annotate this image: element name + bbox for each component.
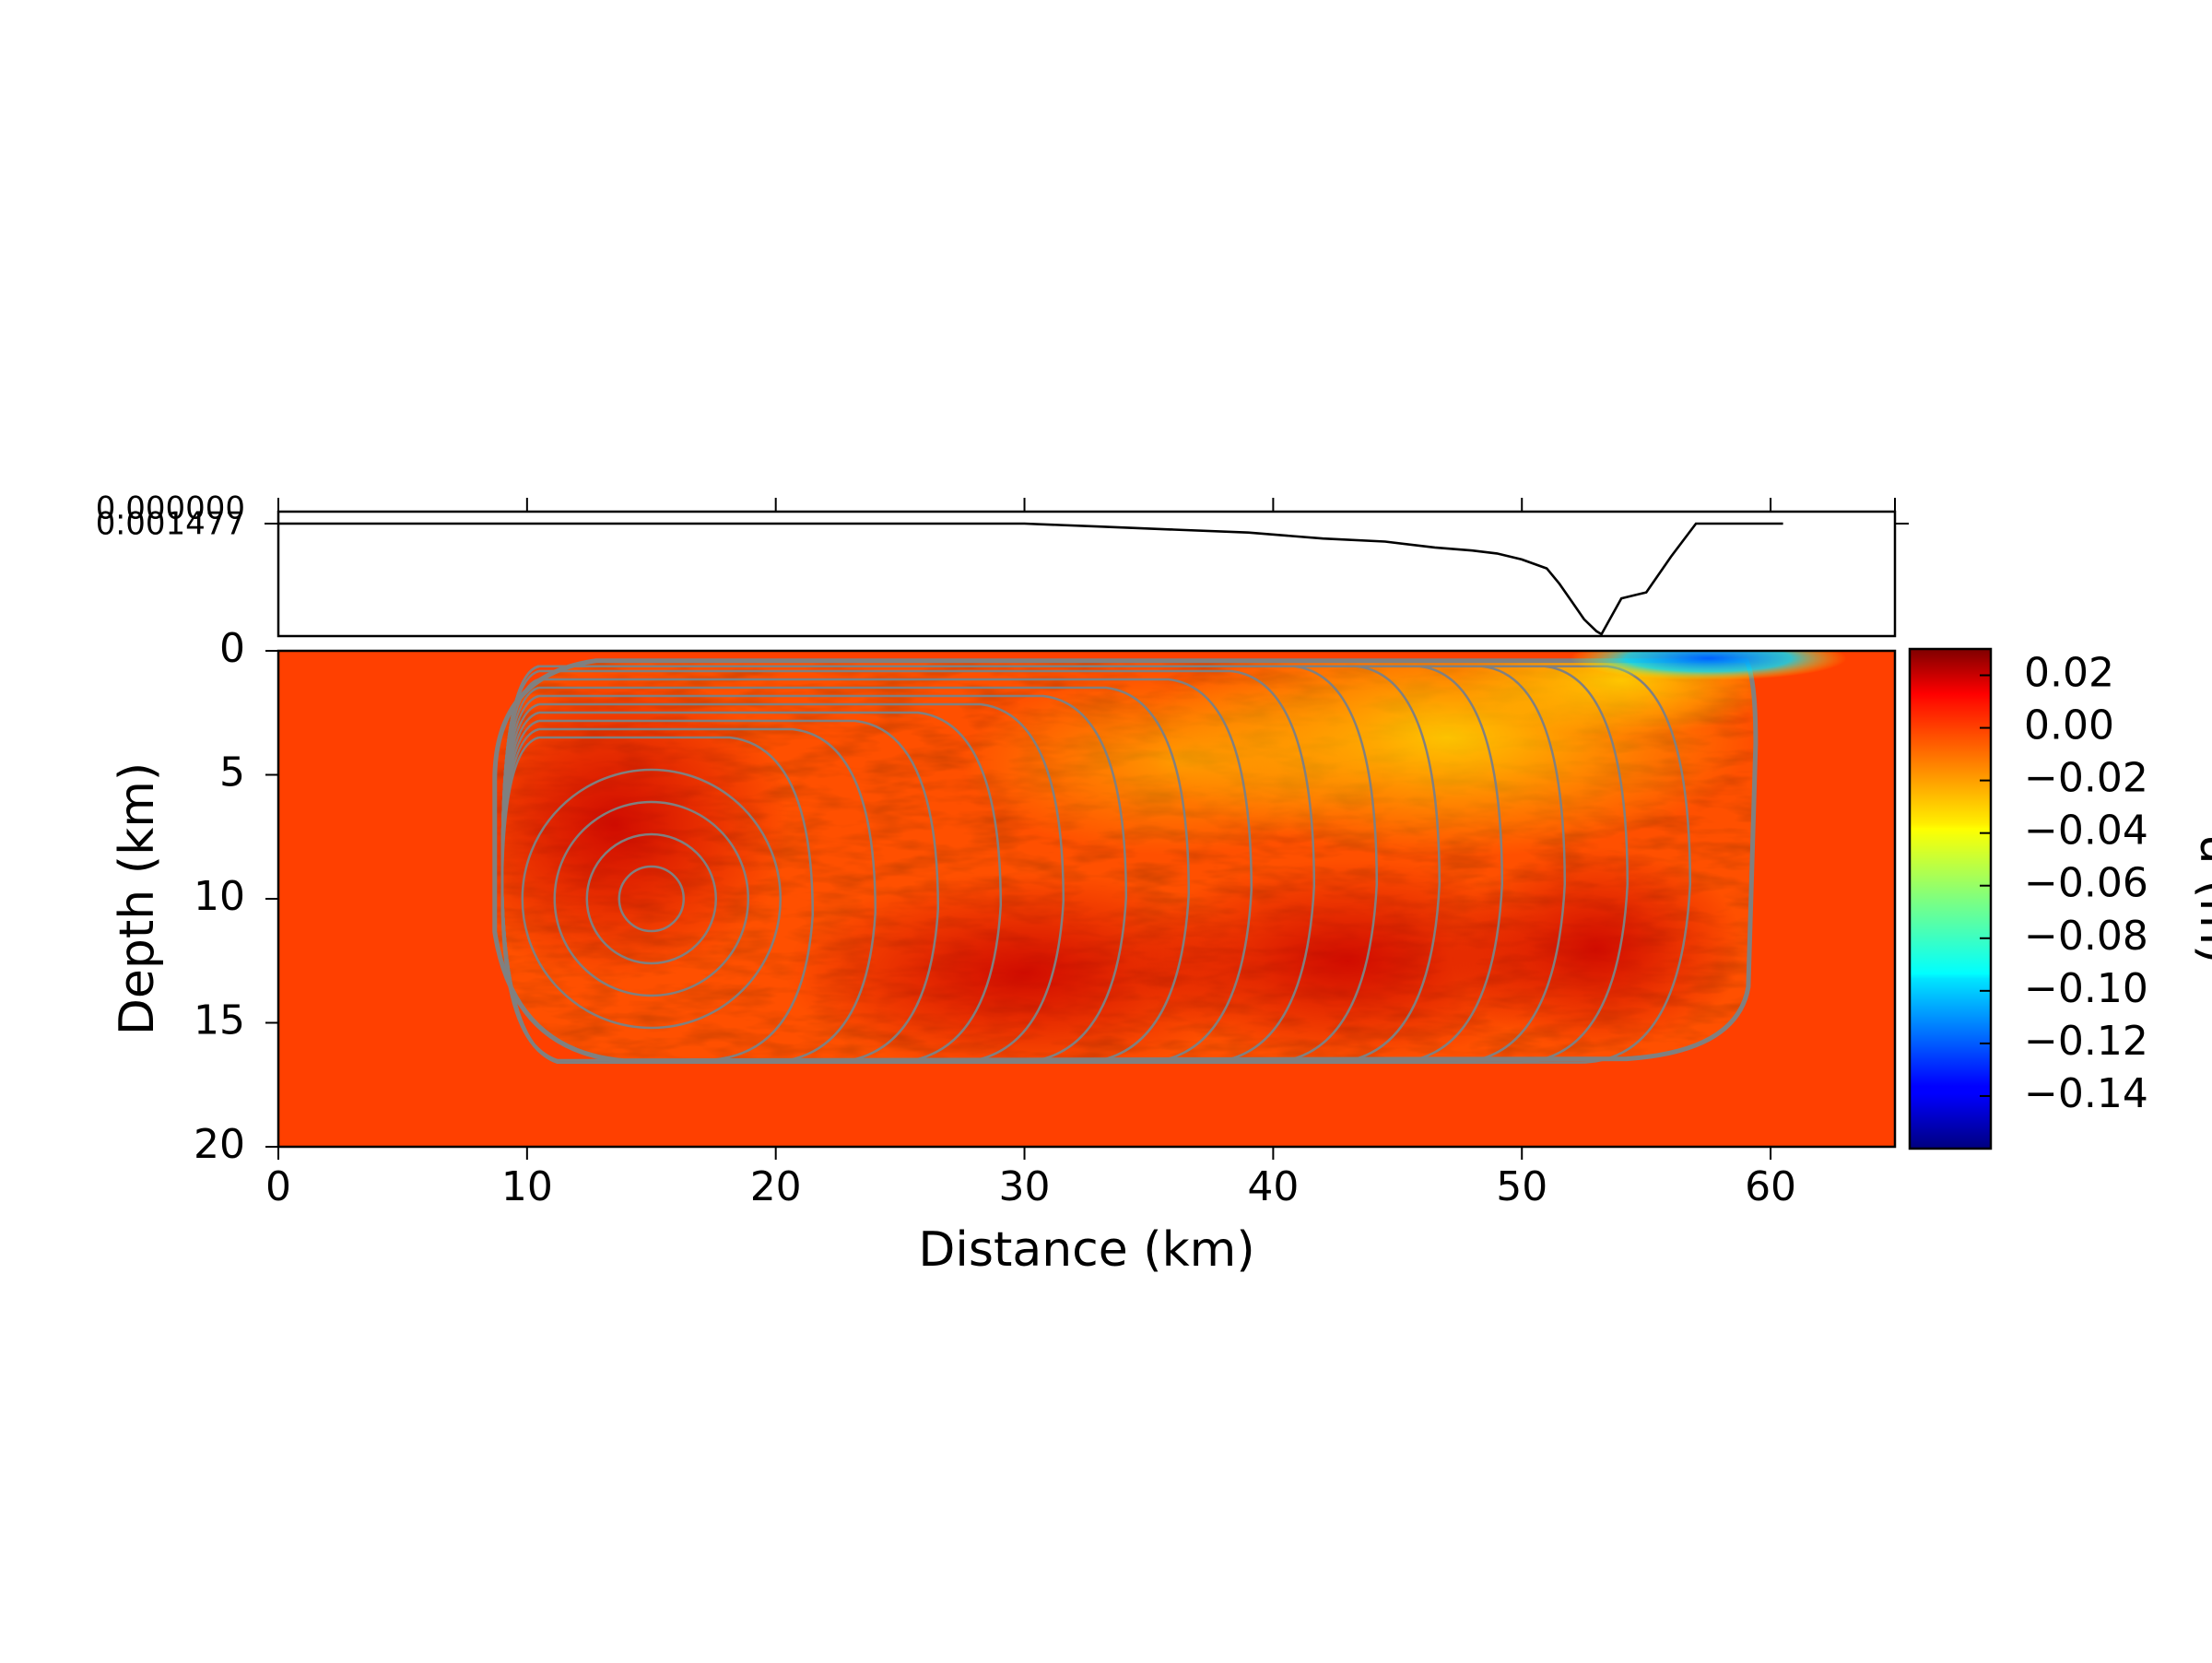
colorbar-tick-label: −0.02 xyxy=(2024,755,2148,802)
surface-profile-ytick-label-1: 0.001477 xyxy=(96,506,245,543)
rupture-contour xyxy=(553,800,750,997)
slip-heatmap-panel: 0 10 20 30 40 50 60 0 5 10 15 20 Distance (km) Dep… xyxy=(110,625,1897,1278)
surface-profile-frame xyxy=(276,510,1897,638)
y-tick-label: 0 xyxy=(219,625,245,672)
x-axis-label: Distance (km) xyxy=(918,1222,1254,1278)
x-tick-label: 10 xyxy=(501,1163,553,1210)
surface-profile-ticks xyxy=(265,498,1909,525)
surface-profile-panel: 0.000000 0.001477 xyxy=(96,490,1909,638)
y-tick-label: 15 xyxy=(194,997,245,1044)
y-tick-label: 10 xyxy=(194,873,245,920)
colorbar-tick-label: −0.04 xyxy=(2024,808,2148,855)
colorbar-tick-label: −0.12 xyxy=(2024,1018,2148,1065)
colorbar-scale xyxy=(1908,647,1993,1150)
heatmap-x-ticks: 0 10 20 30 40 50 60 xyxy=(265,1147,1796,1210)
x-tick-label: 40 xyxy=(1247,1163,1299,1210)
colorbar-label: u (m) xyxy=(2189,834,2212,964)
colorbar-tick-label: −0.06 xyxy=(2024,860,2148,907)
rupture-front-contours xyxy=(492,658,1759,1064)
surface-profile-ytick-label-0: 0.000000 xyxy=(96,490,245,527)
colorbar-tick-label: 0.02 xyxy=(2024,650,2114,697)
x-tick-label: 60 xyxy=(1745,1163,1796,1210)
rupture-contour xyxy=(521,768,782,1030)
x-tick-label: 20 xyxy=(750,1163,802,1210)
rupture-contour xyxy=(585,832,718,965)
rupture-outline xyxy=(492,658,1759,1064)
surface-profile-line xyxy=(278,522,1783,636)
colorbar: 0.02 0.00 −0.02 −0.04 −0.06 −0.08 −0.10 −0.12 −0… xyxy=(1908,647,2212,1150)
x-tick-label: 30 xyxy=(999,1163,1051,1210)
y-axis-label: Depth (km) xyxy=(110,762,165,1035)
rupture-contour xyxy=(618,865,686,933)
x-tick-label: 50 xyxy=(1496,1163,1547,1210)
near-surface-low xyxy=(1570,651,1847,681)
x-tick-label: 0 xyxy=(265,1163,291,1210)
heatmap-y-ticks: 0 5 10 15 20 xyxy=(194,625,278,1168)
colorbar-tick-label: 0.00 xyxy=(2024,702,2114,749)
colorbar-tick-label: −0.10 xyxy=(2024,965,2148,1012)
colorbar-tick-label: −0.08 xyxy=(2024,913,2148,960)
colorbar-tick-label: −0.14 xyxy=(2024,1070,2148,1117)
colorbar-ticks: 0.02 0.00 −0.02 −0.04 −0.06 −0.08 −0.10 −0.12 −0… xyxy=(1980,650,2148,1117)
y-tick-label: 5 xyxy=(219,749,245,796)
y-tick-label: 20 xyxy=(194,1121,245,1168)
rupture-contour xyxy=(500,665,1692,1064)
